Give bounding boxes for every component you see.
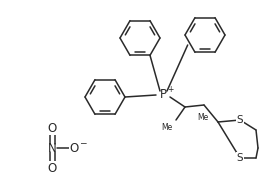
Text: −: − — [79, 139, 87, 147]
Text: O: O — [69, 141, 79, 155]
Text: Me: Me — [162, 123, 173, 132]
Text: Me: Me — [197, 113, 208, 122]
Text: +: + — [167, 85, 173, 95]
Text: N: N — [48, 141, 56, 155]
Text: S: S — [237, 115, 243, 125]
Text: O: O — [47, 162, 56, 174]
Text: O: O — [47, 122, 56, 135]
Text: P: P — [159, 89, 167, 102]
Text: S: S — [237, 153, 243, 163]
